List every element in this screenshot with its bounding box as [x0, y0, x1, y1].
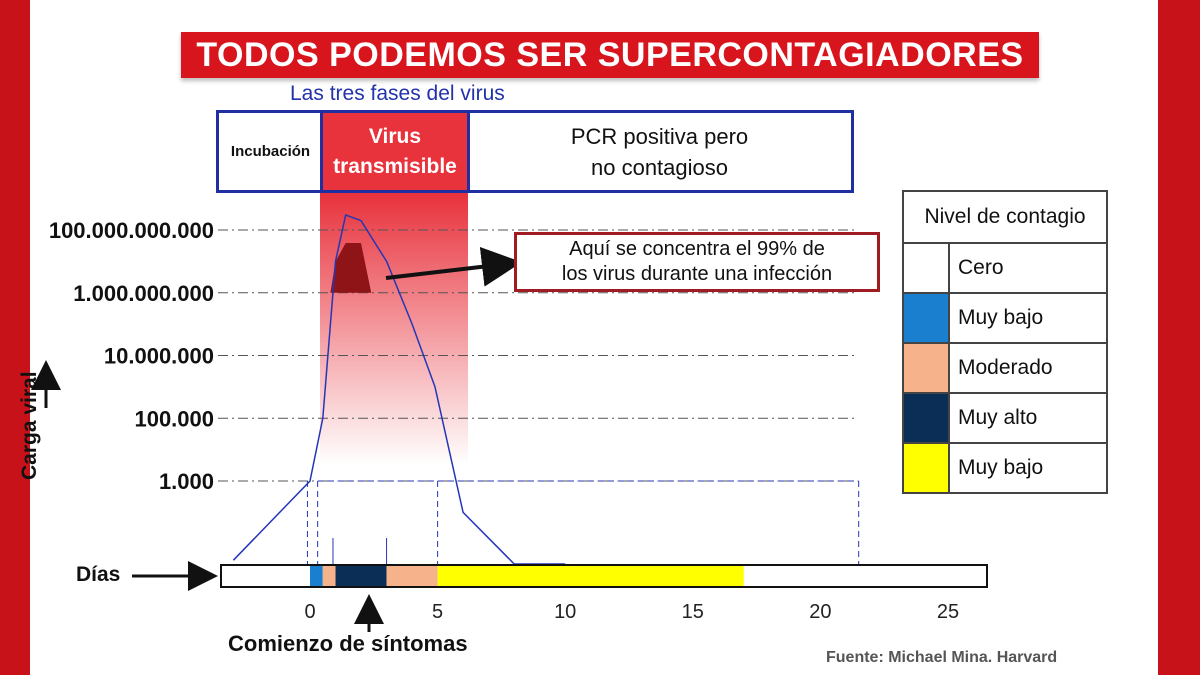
- x-tick-label: 15: [682, 601, 704, 623]
- timeline-tail: [858, 566, 986, 586]
- contagion-timeline: [220, 564, 988, 588]
- symptom-onset-label: Comienzo de síntomas: [228, 631, 468, 656]
- phases-label: Las tres fases del virus: [290, 82, 505, 105]
- phase-dashed-lines: [306, 480, 860, 564]
- transmissible-band: [320, 193, 468, 465]
- phase-incubation-label: Incubación: [230, 143, 311, 160]
- legend-item: Muy bajo: [904, 444, 1106, 492]
- legend-item: Muy alto: [904, 394, 1106, 444]
- timeline-segment-2: [322, 566, 336, 586]
- right-red-border: [1158, 0, 1200, 675]
- legend-swatch: [904, 394, 950, 442]
- timeline-segment-3: [335, 566, 387, 586]
- legend-swatch: [904, 444, 950, 492]
- annotation-arrow: [385, 246, 522, 287]
- phase-transmissible: Virus transmisible: [320, 110, 470, 193]
- legend-label: Muy alto: [958, 406, 1038, 429]
- legend-swatch: [904, 244, 950, 292]
- annotation-line2: los virus durante una infección: [561, 263, 833, 285]
- peak-annotation: Aquí se concentra el 99% de los virus du…: [514, 232, 880, 292]
- timeline-frame: [220, 564, 988, 588]
- x-tick-label: 25: [937, 601, 959, 623]
- y-axis-ticks: 1.000 100.000 10.000.000 1.000.000.000 100.0…: [49, 218, 214, 494]
- days-label: Días: [76, 563, 121, 586]
- peak-area: [330, 243, 372, 293]
- timeline-segment-4: [386, 566, 438, 586]
- y-tick-label: 1.000.000.000: [73, 281, 214, 306]
- timeline-segment-5: [437, 566, 744, 586]
- legend-item: Moderado: [904, 344, 1106, 394]
- source-credit: Fuente: Michael Mina. Harvard: [826, 649, 1058, 666]
- legend-swatch: [904, 294, 950, 342]
- legend: Nivel de contagio Cero Muy bajo Moderado Mu…: [902, 190, 1108, 494]
- annotation-line1: Aquí se concentra el 99% de: [569, 238, 825, 260]
- y-tick-label: 10.000.000: [104, 344, 214, 369]
- timeline-segment-1: [310, 566, 323, 586]
- x-tick-label: 20: [809, 601, 831, 623]
- x-tick-label: 0: [304, 601, 315, 623]
- left-red-border: [0, 0, 30, 675]
- phase-pcr-line1: PCR positiva pero: [570, 123, 749, 149]
- legend-title: Nivel de contagio: [904, 192, 1106, 244]
- y-tick-label: 100.000: [134, 406, 214, 431]
- x-axis-ticks: 0 5 10 15 20 25: [304, 601, 959, 623]
- legend-label: Muy bajo: [958, 456, 1044, 479]
- x-tick-label: 5: [432, 601, 443, 623]
- legend-item: Cero: [904, 244, 1106, 294]
- chart-title: TODOS PODEMOS SER SUPERCONTAGIADORES: [181, 32, 1039, 78]
- phase-pcr-line2: no contagioso: [591, 154, 728, 180]
- legend-swatch: [904, 344, 950, 392]
- y-tick-label: 1.000: [159, 469, 214, 494]
- phase-pcr-positive: PCR positiva pero no contagioso: [468, 110, 854, 193]
- phase-incubation: Incubación: [216, 110, 322, 193]
- y-tick-label: 100.000.000.000: [49, 218, 214, 243]
- phase-transmissible-line1: Virus: [368, 124, 422, 148]
- legend-label: Muy bajo: [958, 306, 1044, 329]
- viral-load-curve: [232, 214, 566, 565]
- timeline-segment-0: [222, 566, 310, 586]
- y-axis-label: Carga viral: [18, 371, 41, 480]
- timeline-segment-6: [743, 566, 859, 586]
- x-tick-label: 10: [554, 601, 576, 623]
- phase-transmissible-line2: transmisible: [333, 154, 457, 178]
- legend-label: Cero: [958, 256, 1004, 279]
- legend-item: Muy bajo: [904, 294, 1106, 344]
- gridlines: [218, 229, 856, 482]
- legend-label: Moderado: [958, 356, 1053, 379]
